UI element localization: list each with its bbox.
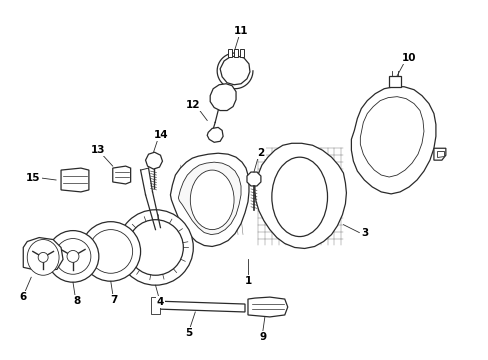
- Polygon shape: [155, 301, 244, 312]
- Ellipse shape: [55, 239, 91, 274]
- Text: 13: 13: [90, 145, 105, 155]
- Text: 12: 12: [185, 100, 200, 109]
- Polygon shape: [220, 56, 249, 85]
- Ellipse shape: [81, 222, 141, 281]
- Text: 15: 15: [26, 173, 41, 183]
- Text: 2: 2: [257, 148, 264, 158]
- Text: 6: 6: [20, 292, 27, 302]
- Polygon shape: [360, 96, 423, 177]
- Ellipse shape: [127, 220, 183, 275]
- Polygon shape: [436, 151, 443, 157]
- Ellipse shape: [89, 230, 132, 273]
- Text: 10: 10: [401, 53, 415, 63]
- Polygon shape: [150, 297, 160, 314]
- Ellipse shape: [67, 251, 79, 262]
- Polygon shape: [210, 84, 236, 111]
- Polygon shape: [351, 87, 435, 194]
- Text: 1: 1: [244, 276, 251, 286]
- Ellipse shape: [38, 252, 48, 262]
- Ellipse shape: [118, 210, 193, 285]
- Ellipse shape: [190, 170, 234, 230]
- Polygon shape: [246, 172, 261, 186]
- Text: 9: 9: [259, 332, 266, 342]
- Polygon shape: [61, 168, 89, 192]
- Polygon shape: [247, 297, 287, 317]
- Ellipse shape: [27, 239, 59, 275]
- Polygon shape: [145, 152, 162, 169]
- Text: 8: 8: [73, 296, 81, 306]
- Ellipse shape: [271, 157, 327, 237]
- Text: 5: 5: [184, 328, 192, 338]
- Text: 11: 11: [233, 26, 248, 36]
- Polygon shape: [170, 153, 248, 247]
- Text: 4: 4: [157, 297, 164, 307]
- Polygon shape: [433, 148, 445, 160]
- Text: 14: 14: [154, 130, 168, 140]
- Text: 3: 3: [361, 228, 368, 238]
- Polygon shape: [227, 49, 232, 57]
- Polygon shape: [388, 76, 400, 87]
- Polygon shape: [113, 166, 130, 184]
- Text: 7: 7: [110, 295, 117, 305]
- Polygon shape: [234, 49, 238, 57]
- Polygon shape: [23, 238, 63, 271]
- Polygon shape: [254, 143, 346, 248]
- Ellipse shape: [47, 231, 99, 282]
- Polygon shape: [240, 49, 244, 57]
- Polygon shape: [207, 127, 223, 142]
- Polygon shape: [178, 162, 241, 235]
